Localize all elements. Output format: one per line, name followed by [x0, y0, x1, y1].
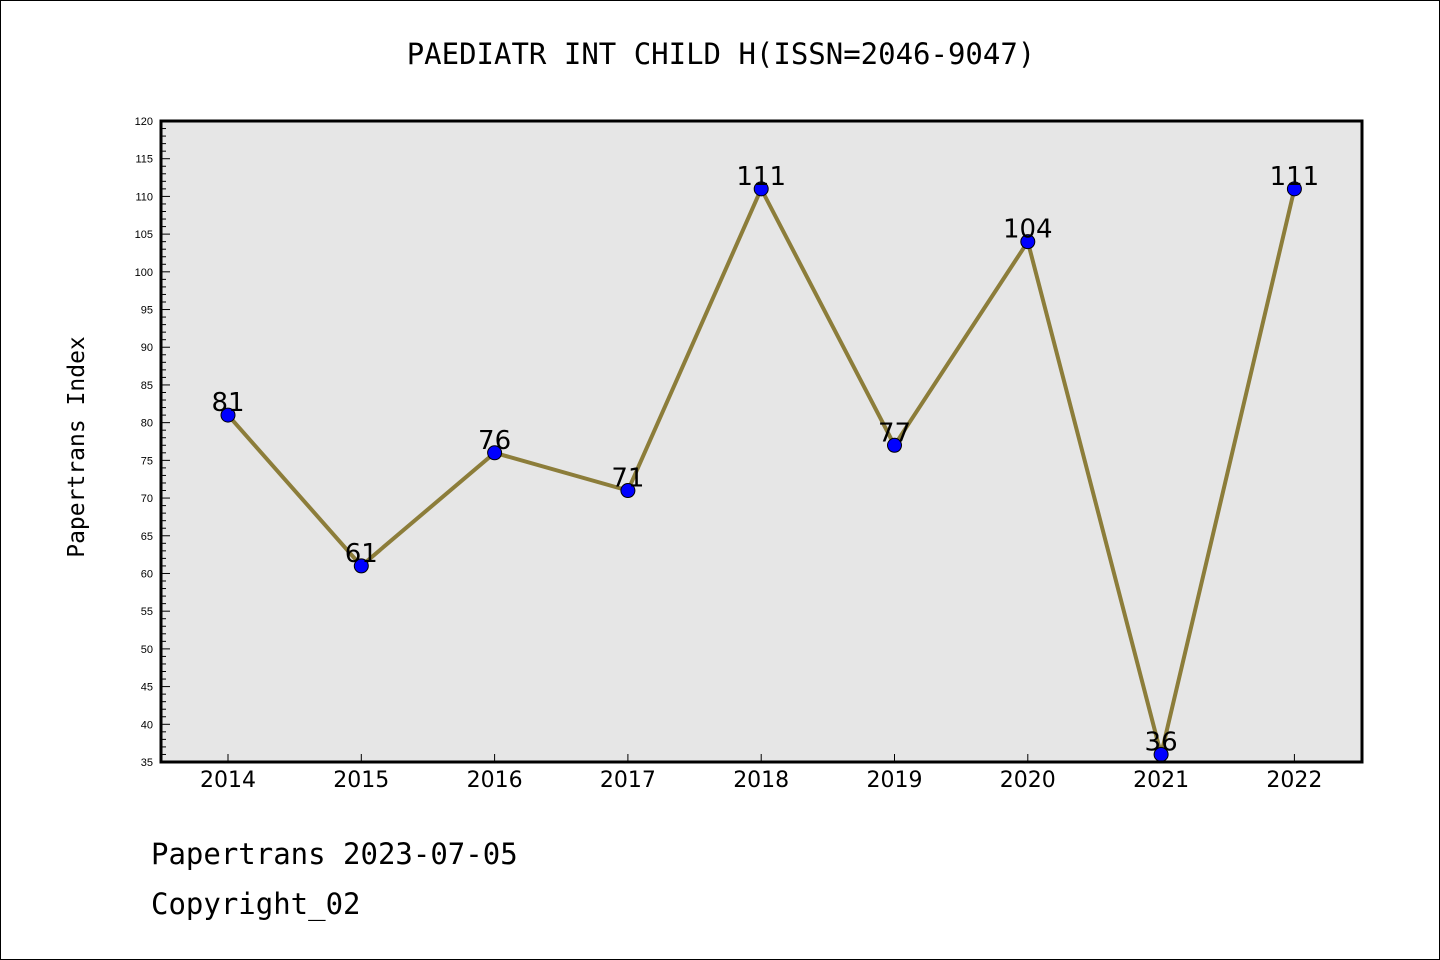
y-tick-label: 40	[141, 719, 153, 731]
y-tick-label: 95	[141, 305, 153, 317]
data-point	[1020, 234, 1036, 250]
plot-area	[161, 121, 1362, 762]
x-tick-label: 2014	[200, 768, 256, 793]
y-tick-label: 105	[135, 229, 153, 241]
y-tick-label: 35	[141, 757, 153, 769]
x-tick-label: 2017	[600, 768, 656, 793]
data-label: 81	[211, 388, 244, 418]
data-point	[1286, 181, 1302, 197]
x-tick-label: 2016	[467, 768, 523, 793]
data-label: 111	[1270, 162, 1320, 192]
data-label: 76	[478, 426, 511, 456]
series-group	[220, 181, 1302, 762]
y-tick-label: 110	[135, 191, 153, 203]
plot-frame	[159, 119, 1364, 764]
y-tick-label: 80	[141, 418, 153, 430]
x-axis: 2014 2015 2016 2017 2018 2019 2020 2021 2022	[200, 754, 1322, 793]
y-tick-label: 55	[141, 606, 153, 618]
data-label: 111	[736, 162, 786, 192]
y-tick-label: 60	[141, 568, 153, 580]
y-tick-label: 90	[141, 342, 153, 354]
y-tick-label: 85	[141, 380, 153, 392]
data-label: 71	[611, 464, 644, 494]
y-axis: 35 40 45 50 55 60 65 70 75 80 85 90 95 100 105 110 115 12…	[135, 116, 170, 769]
data-point	[220, 407, 236, 423]
x-tick-label: 2022	[1266, 768, 1322, 793]
data-label: 61	[345, 539, 378, 569]
data-point	[753, 181, 769, 197]
y-tick-label: 50	[141, 644, 153, 656]
footer-date: Papertrans 2023-07-05	[151, 837, 518, 871]
y-tick-label: 75	[141, 455, 153, 467]
chart-title: PAEDIATR INT CHILD H(ISSN=2046-9047)	[406, 37, 1036, 71]
y-tick-label: 70	[141, 493, 153, 505]
y-tick-label: 45	[141, 682, 153, 694]
data-point	[353, 558, 369, 574]
x-tick-label: 2015	[333, 768, 389, 793]
x-tick-label: 2020	[1000, 768, 1056, 793]
data-label: 36	[1145, 727, 1178, 757]
data-labels: 81 61 76 71 111 77 104 36 111	[211, 162, 1319, 758]
x-tick-label: 2019	[867, 768, 923, 793]
y-tick-label: 100	[135, 267, 153, 279]
x-tick-label: 2018	[733, 768, 789, 793]
footer-copyright: Copyright_02	[151, 887, 361, 921]
data-point	[887, 437, 902, 453]
data-label: 77	[878, 418, 911, 448]
data-label: 104	[1003, 215, 1053, 245]
x-tick-label: 2021	[1133, 768, 1189, 793]
data-point	[487, 445, 503, 461]
y-tick-label: 65	[141, 531, 153, 543]
y-tick-label: 120	[135, 116, 153, 128]
y-tick-label: 115	[135, 154, 153, 166]
data-point	[620, 483, 636, 499]
